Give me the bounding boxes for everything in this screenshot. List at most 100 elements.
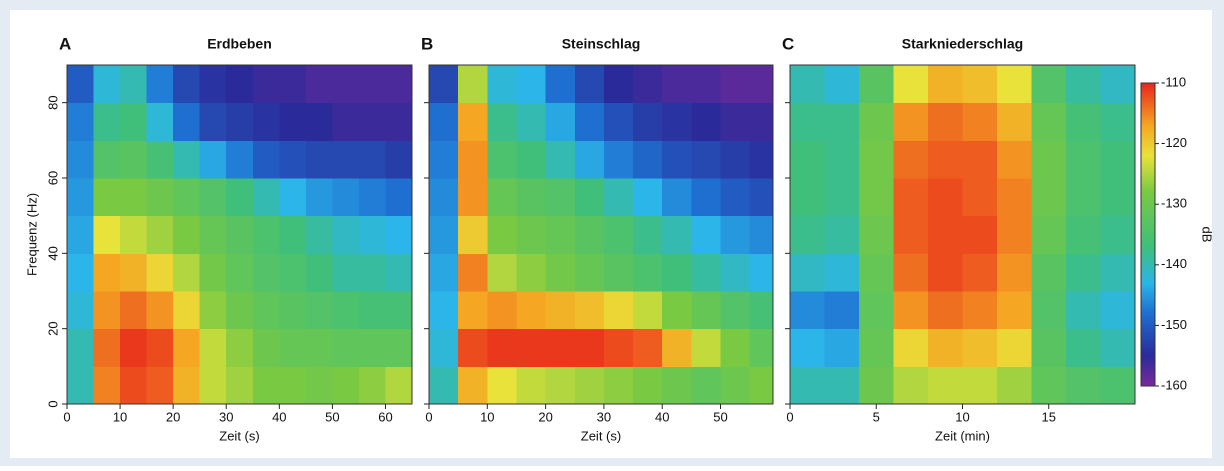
- heatmap-cell: [429, 253, 459, 292]
- heatmap-cell: [358, 102, 386, 141]
- panel-letter: A: [59, 34, 71, 53]
- heatmap-cell: [749, 102, 774, 141]
- heatmap-cell: [93, 140, 121, 179]
- heatmap-cell: [962, 215, 998, 254]
- heatmap-cell: [749, 328, 774, 367]
- heatmap-cell: [199, 253, 227, 292]
- heatmap-cell: [859, 215, 894, 254]
- heatmap-cell: [662, 178, 692, 217]
- heatmap-cell: [226, 102, 254, 141]
- heatmap-cell: [305, 328, 333, 367]
- heatmap-cell: [790, 140, 825, 179]
- heatmap-cell: [790, 366, 825, 405]
- heatmap-cell: [458, 291, 488, 330]
- heatmap-cell: [487, 253, 517, 292]
- heatmap-cell: [516, 102, 547, 141]
- heatmap-cell: [385, 291, 413, 330]
- heatmap-cell: [93, 65, 121, 104]
- heatmap-cell: [279, 328, 307, 367]
- heatmap-cell: [824, 215, 860, 254]
- heatmap-cell: [358, 215, 386, 254]
- heatmap-cell: [173, 215, 201, 254]
- heatmap-cell: [928, 140, 963, 179]
- heatmap-cell: [1066, 291, 1101, 330]
- x-tick-label: 20: [538, 409, 552, 424]
- heatmap-cell: [173, 253, 201, 292]
- heatmap-cell: [429, 65, 459, 104]
- heatmap-cell: [305, 253, 333, 292]
- heatmap-cell: [749, 215, 774, 254]
- heatmap-cell: [252, 328, 280, 367]
- chart-title: Starkniederschlag: [902, 36, 1023, 52]
- heatmap-cell: [146, 291, 174, 330]
- heatmap-cell: [928, 215, 963, 254]
- heatmap-cell: [545, 253, 576, 292]
- heatmap-cell: [1031, 328, 1067, 367]
- heatmap-cell: [633, 291, 663, 330]
- heatmap-cell: [928, 253, 963, 292]
- heatmap-cell: [633, 65, 663, 104]
- heatmap-cell: [1100, 291, 1136, 330]
- heatmap-cell: [358, 366, 386, 405]
- heatmap-cell: [749, 178, 774, 217]
- heatmap-cell: [305, 140, 333, 179]
- x-tick-label: 10: [113, 409, 127, 424]
- heatmap-cell: [859, 102, 894, 141]
- x-axis-label: Zeit (s): [581, 428, 621, 443]
- heatmap-cell: [1031, 178, 1067, 217]
- heatmap-cell: [574, 366, 605, 405]
- heatmap-cell: [1100, 366, 1136, 405]
- heatmap-cell: [720, 366, 751, 405]
- heatmap-cell: [928, 178, 963, 217]
- heatmap-cell: [1066, 253, 1101, 292]
- heatmap-cell: [603, 215, 634, 254]
- heatmap-cell: [429, 140, 459, 179]
- heatmap-cell: [199, 291, 227, 330]
- heatmap-cell: [252, 102, 280, 141]
- heatmap-cell: [928, 102, 963, 141]
- heatmap-cell: [824, 140, 860, 179]
- heatmap-cell: [790, 291, 825, 330]
- heatmap-cell: [859, 291, 894, 330]
- heatmap-cell: [252, 291, 280, 330]
- heatmap-cell: [662, 291, 692, 330]
- heatmap-cell: [252, 65, 280, 104]
- y-axis-label: Frequenz (Hz): [24, 193, 39, 276]
- heatmap-cell: [893, 102, 929, 141]
- heatmap-cell: [691, 291, 722, 330]
- heatmap-cell: [93, 328, 121, 367]
- heatmap-cell: [720, 291, 751, 330]
- heatmap-cell: [385, 140, 413, 179]
- heatmap-cell: [487, 65, 517, 104]
- heatmap-cell: [93, 215, 121, 254]
- heatmap-cell: [893, 328, 929, 367]
- heatmap-cell: [824, 253, 860, 292]
- heatmap-cell: [516, 65, 547, 104]
- x-tick-label: 20: [166, 409, 180, 424]
- heatmap-cell: [997, 65, 1032, 104]
- heatmap-cell: [790, 328, 825, 367]
- heatmap-cell: [790, 178, 825, 217]
- heatmap-cell: [749, 65, 774, 104]
- x-axis-label: Zeit (s): [219, 428, 259, 443]
- heatmap-cell: [997, 215, 1032, 254]
- heatmap-cell: [305, 291, 333, 330]
- heatmap-cell: [332, 140, 360, 179]
- heatmap-cell: [358, 65, 386, 104]
- heatmap-cell: [997, 366, 1032, 405]
- heatmap-cell: [93, 178, 121, 217]
- plot-frame: [428, 64, 774, 405]
- heatmap-cell: [358, 291, 386, 330]
- heatmap-cell: [545, 140, 576, 179]
- heatmap-cell: [691, 328, 722, 367]
- heatmap-cell: [893, 253, 929, 292]
- heatmap-cell: [458, 328, 488, 367]
- heatmap-cell: [574, 291, 605, 330]
- heatmap-cell: [893, 65, 929, 104]
- heatmap-cell: [824, 102, 860, 141]
- panel-letter: C: [782, 34, 794, 53]
- heatmap-cell: [962, 178, 998, 217]
- heatmap-cell: [997, 291, 1032, 330]
- colorbar-tick-label: -150: [1161, 317, 1187, 332]
